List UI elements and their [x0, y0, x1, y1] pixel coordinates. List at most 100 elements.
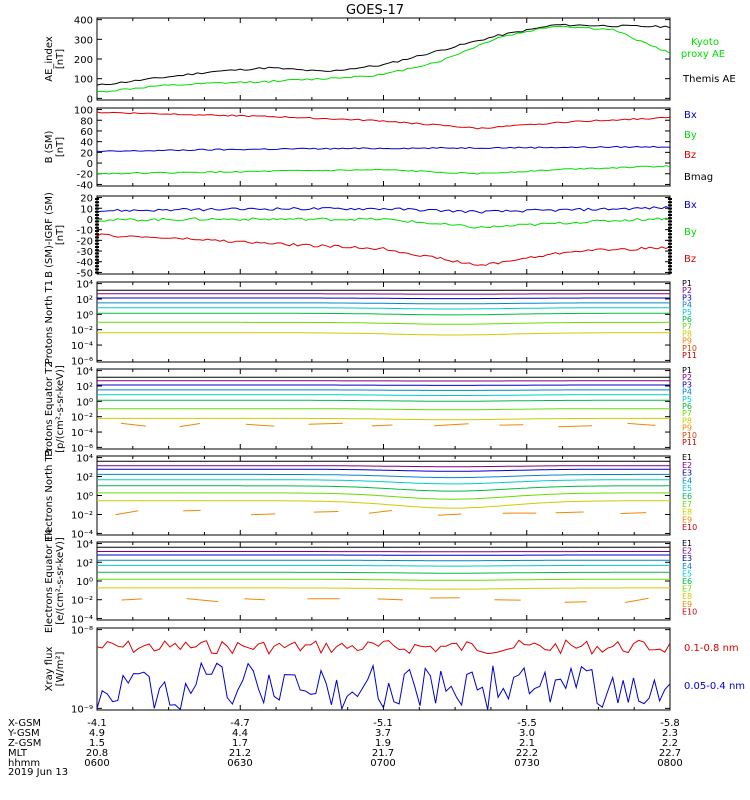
- edge-mark: [668, 262, 672, 264]
- y-tick-label: 60: [80, 127, 93, 138]
- legend-kyoto: Kyoto: [691, 37, 719, 48]
- flux-line: [97, 564, 670, 567]
- flux-segment: [120, 422, 147, 427]
- legend-entry: E10: [682, 523, 697, 532]
- flux-segment: [186, 598, 219, 603]
- edge-mark: [668, 236, 672, 239]
- legend-entry: E9: [682, 515, 692, 524]
- edge-mark: [668, 265, 672, 268]
- flux-line: [97, 408, 670, 411]
- axis-row-value: 1.5: [89, 738, 105, 749]
- y-axis-label: Protons Equator T2: [44, 361, 55, 457]
- edge-mark: [668, 255, 672, 258]
- y-tick-label: 10⁻⁴: [71, 529, 93, 540]
- xray-short-line: [96, 661, 671, 711]
- legend-entry: E6: [682, 492, 692, 501]
- flux-line: [97, 479, 670, 485]
- y-tick-label: 40: [80, 138, 93, 149]
- flux-line: [97, 571, 670, 574]
- series-line: [96, 165, 671, 175]
- flux-segment: [121, 598, 142, 601]
- y-axis-label: B (SM): [44, 130, 55, 163]
- legend-entry: P10: [682, 431, 697, 440]
- y-tick-label: 10: [80, 204, 93, 215]
- axis-row-label: Y-GSM: [7, 728, 40, 739]
- y-tick-label: 20: [80, 148, 93, 159]
- edge-mark: [668, 201, 672, 204]
- y-axis-unit: [nT]: [55, 49, 66, 69]
- edge-mark: [668, 242, 672, 245]
- y-tick-label: -30: [77, 247, 93, 258]
- edge-mark: [95, 249, 99, 252]
- y-tick-label: 10⁻⁶: [71, 443, 93, 454]
- edge-mark: [668, 220, 672, 223]
- y-tick-label: 10⁻⁹: [71, 704, 93, 715]
- flux-line: [97, 465, 670, 468]
- legend-entry: 0.1-0.8 nm: [684, 643, 739, 654]
- flux-segment: [245, 423, 275, 427]
- flux-line: [97, 587, 670, 590]
- legend-entry: P11: [682, 438, 697, 447]
- edge-mark: [95, 233, 99, 236]
- y-tick-label: 20: [80, 194, 93, 205]
- axis-row-value: 3.7: [375, 728, 391, 739]
- edge-mark: [95, 230, 99, 232]
- legend-entry: P2: [682, 373, 692, 382]
- flux-line: [97, 332, 670, 336]
- axis-row-value: 4.4: [232, 728, 248, 739]
- y-tick-label: 10⁰: [76, 397, 93, 408]
- y-axis-unit: [nT]: [55, 225, 66, 245]
- edge-mark: [95, 198, 99, 200]
- axis-row-value: 21.2: [229, 748, 251, 759]
- y-tick-label: -20: [77, 170, 93, 181]
- legend-entry: P9: [682, 424, 692, 433]
- edge-mark: [668, 233, 672, 236]
- edge-mark: [668, 210, 672, 213]
- legend-entry: P2: [682, 286, 692, 295]
- y-tick-label: 200: [74, 55, 93, 66]
- y-tick-label: 10⁻⁴: [71, 428, 93, 439]
- y-tick-label: 10⁻⁴: [71, 614, 93, 625]
- axis-row-value: 3.0: [519, 728, 535, 739]
- flux-line: [97, 307, 670, 310]
- y-tick-label: 10⁻²: [71, 596, 93, 607]
- axis-row-value: 4.9: [89, 728, 105, 739]
- y-tick-label: 80: [80, 116, 93, 127]
- y-tick-label: 100: [74, 106, 93, 117]
- edge-mark: [668, 223, 672, 226]
- edge-mark: [95, 210, 99, 213]
- y-tick-label: 400: [74, 16, 93, 27]
- axis-row-value: 2.2: [662, 738, 678, 749]
- legend-entry: P5: [682, 308, 692, 317]
- flux-segment: [434, 423, 469, 427]
- y-tick-label: -40: [77, 180, 93, 191]
- axis-row-label: MLT: [8, 748, 28, 759]
- flux-segment: [371, 424, 393, 427]
- y-tick-label: 300: [74, 35, 93, 46]
- axis-row-value: 1.9: [375, 738, 391, 749]
- bottom-axis-group: X-GSM -4.1 -4.7 -5.1 -5.5 -5.8 Y-GSM 4.9 4.4 3.7 3…: [7, 718, 683, 769]
- legend-entry: P7: [682, 409, 692, 418]
- axis-row-value: 0800: [657, 758, 682, 769]
- edge-mark: [668, 258, 672, 261]
- legend-entry: Bz: [684, 150, 696, 161]
- flux-segment: [625, 597, 649, 603]
- legend-entry: By: [684, 227, 697, 238]
- axis-row-value: 1.7: [232, 738, 248, 749]
- y-tick-label: 10⁴: [76, 540, 93, 551]
- flux-segment: [555, 511, 584, 514]
- legend-themis: Themis AE: [682, 74, 736, 85]
- axis-row-label: hhmm: [8, 758, 40, 769]
- y-axis-label: Electrons North T3: [44, 449, 55, 542]
- flux-line: [97, 297, 670, 300]
- legend-entry: E3: [682, 469, 692, 478]
- flux-segment: [244, 598, 265, 601]
- legend-entry: Bx: [684, 200, 697, 211]
- y-axis-label: B (SM)-IGRF (SM): [44, 192, 55, 278]
- series-line: [96, 145, 671, 153]
- legend-entry: E6: [682, 577, 692, 586]
- panel-8: 10⁻⁹ 10⁻⁸ Xray flux [W/m²] 0.1-0.8 nm 0.05-0.…: [44, 626, 745, 716]
- legend-entry: P1: [682, 279, 692, 288]
- axis-row-value: 2.1: [519, 738, 535, 749]
